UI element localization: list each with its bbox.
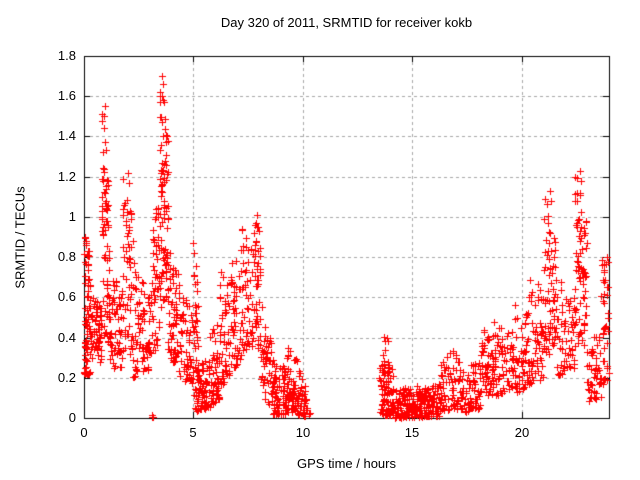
- x-tick-label: 15: [404, 425, 420, 440]
- x-tick-label: 10: [295, 425, 311, 440]
- y-tick-label: 1.4: [57, 128, 76, 143]
- y-tick-label: 0.8: [57, 249, 76, 264]
- y-tick-label: 0: [68, 410, 76, 425]
- x-axis-label: GPS time / hours: [297, 456, 396, 471]
- y-tick-label: 1.6: [57, 88, 76, 103]
- y-tick-label: 1.2: [57, 169, 76, 184]
- y-tick-label: 0.4: [57, 330, 76, 345]
- y-tick-label: 0.6: [57, 289, 76, 304]
- x-tick-label: 5: [189, 425, 197, 440]
- y-axis-label: SRMTID / TECUs: [12, 186, 28, 289]
- x-tick-label: 20: [514, 425, 530, 440]
- y-tick-label: 0.2: [57, 370, 76, 385]
- y-tick-label: 1.8: [57, 48, 76, 63]
- x-tick-label: 0: [80, 425, 88, 440]
- chart-title: Day 320 of 2011, SRMTID for receiver kok…: [220, 15, 473, 30]
- y-tick-label: 1: [68, 209, 76, 224]
